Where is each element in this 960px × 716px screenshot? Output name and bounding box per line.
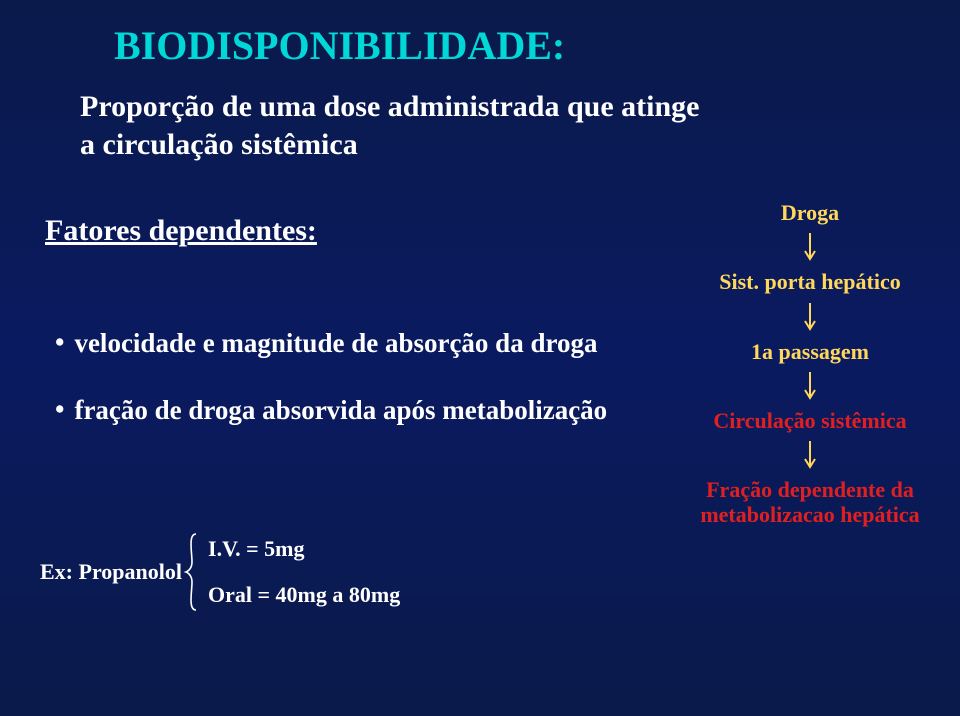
slide-subtitle: Proporção de uma dose administrada que a…	[80, 88, 720, 163]
bullet-marker-icon: •	[55, 328, 64, 358]
dose-iv: I.V. = 5mg	[208, 536, 400, 562]
example-prefix: Ex: Propanolol	[40, 559, 182, 585]
bullet-marker-icon: •	[55, 395, 64, 425]
flow-diagram: Droga Sist. porta hepático 1a passagem C…	[670, 200, 950, 528]
down-arrow-icon	[803, 370, 817, 402]
brace-icon	[182, 532, 202, 612]
dose-oral: Oral = 40mg a 80mg	[208, 582, 400, 608]
bullet-item: • velocidade e magnitude de absorção da …	[55, 328, 675, 359]
bullet-text: fração de droga absorvida após metaboliz…	[74, 395, 607, 426]
bullet-list: • velocidade e magnitude de absorção da …	[55, 328, 675, 462]
flow-step-circulacao: Circulação sistêmica	[713, 408, 906, 433]
down-arrow-icon	[803, 231, 817, 263]
example-block: Ex: Propanolol I.V. = 5mg Oral = 40mg a …	[40, 532, 400, 612]
flow-step-fracao: Fração dependente da metabolizacao hepát…	[695, 477, 925, 528]
flow-step-porta: Sist. porta hepático	[719, 269, 901, 294]
down-arrow-icon	[803, 439, 817, 471]
slide-title: BIODISPONIBILIDADE:	[114, 22, 565, 69]
down-arrow-icon	[803, 301, 817, 333]
factors-heading: Fatores dependentes:	[45, 214, 317, 248]
flow-step-passagem: 1a passagem	[751, 339, 869, 364]
bullet-text: velocidade e magnitude de absorção da dr…	[74, 328, 597, 359]
dose-lines: I.V. = 5mg Oral = 40mg a 80mg	[208, 536, 400, 608]
flow-step-droga: Droga	[781, 200, 839, 225]
bullet-item: • fração de droga absorvida após metabol…	[55, 395, 675, 426]
